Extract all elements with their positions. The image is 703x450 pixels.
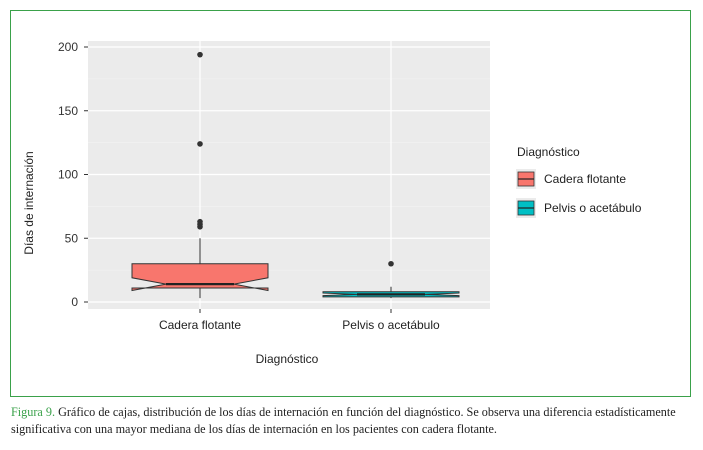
legend: Diagnóstico Cadera flotante Pelvis o acet… xyxy=(516,145,642,218)
x-axis-label: Diagnóstico xyxy=(256,352,319,366)
outlier-point xyxy=(197,218,203,225)
outlier-point xyxy=(197,141,203,147)
axes: 0 50 100 150 200 Cadera flotante Pelvis o acet… xyxy=(58,40,440,332)
y-tick-label: 150 xyxy=(58,104,78,118)
figure-label: Figura 9. xyxy=(11,405,56,419)
figure-caption: Figura 9. Gráfico de cajas, distribución… xyxy=(11,404,695,438)
boxplot-chart: 0 50 100 150 200 Cadera flotante Pelvis o acet… xyxy=(22,40,642,366)
box-2 xyxy=(322,260,460,299)
y-tick-label: 200 xyxy=(58,40,78,54)
y-tick-label: 0 xyxy=(71,295,78,309)
legend-title: Diagnóstico xyxy=(517,145,580,159)
caption-text: Gráfico de cajas, distribución de los dí… xyxy=(11,405,676,436)
y-tick-label: 100 xyxy=(58,168,78,182)
box-body xyxy=(131,263,269,292)
x-tick-label: Pelvis o acetábulo xyxy=(342,318,440,332)
outlier-point xyxy=(197,51,203,58)
y-tick-label: 50 xyxy=(65,231,79,245)
legend-entry-label: Pelvis o acetábulo xyxy=(544,201,642,215)
y-axis-label: Días de internación xyxy=(22,151,36,254)
outlier-point xyxy=(388,260,394,267)
legend-entry-label: Cadera flotante xyxy=(544,172,626,186)
boxes xyxy=(131,51,460,299)
x-tick-label: Cadera flotante xyxy=(159,318,241,332)
figure-frame: 0 50 100 150 200 Cadera flotante Pelvis o acet… xyxy=(10,10,691,397)
box-1 xyxy=(131,51,269,299)
